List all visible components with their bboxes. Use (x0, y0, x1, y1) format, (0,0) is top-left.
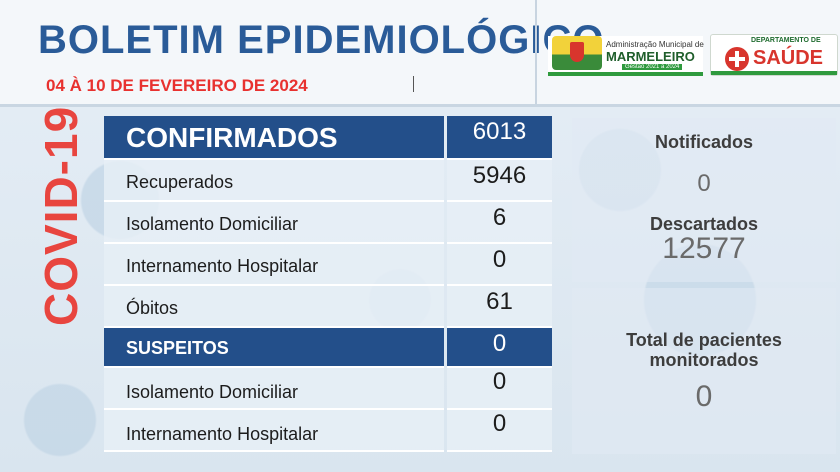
table-row: Óbitos 61 (104, 286, 552, 328)
confirmed-header-row: CONFIRMADOS 6013 (104, 116, 552, 160)
date-range: 04 À 10 DE FEVEREIRO DE 2024 (46, 76, 308, 95)
row-value: 0 (492, 368, 507, 395)
row-label: Isolamento Domiciliar (126, 214, 299, 234)
monitored-label-line2: monitorados (649, 350, 759, 370)
text-cursor (413, 76, 414, 92)
confirmed-label: CONFIRMADOS (126, 122, 338, 153)
header: BOLETIM EPIDEMIOLÓGICO 04 À 10 DE FEVERE… (0, 0, 840, 107)
monitored-value: 0 (695, 380, 713, 413)
table-row: Isolamento Domiciliar 0 (104, 368, 552, 410)
row-label: Isolamento Domiciliar (126, 382, 299, 402)
monitored-label-line1: Total de pacientes (626, 330, 782, 350)
row-label: Óbitos (126, 298, 179, 318)
page-title: BOLETIM EPIDEMIOLÓGICO (38, 18, 605, 62)
row-value: 6 (492, 204, 507, 231)
stats-block-bottom (572, 288, 836, 454)
header-divider (535, 0, 537, 104)
row-value: 0 (492, 410, 507, 437)
table-row: Recuperados 5946 (104, 160, 552, 202)
municipal-logo: Administração Municipal de MARMELEIRO Ge… (548, 36, 704, 76)
health-logo-caption: DEPARTAMENTO DE (751, 37, 821, 44)
suspected-label: SUSPEITOS (126, 338, 229, 358)
table-row: Internamento Hospitalar 0 (104, 410, 552, 452)
confirmed-value: 6013 (472, 118, 527, 145)
medical-cross-icon (725, 47, 749, 71)
covid-side-label: COVID-19 (35, 105, 87, 326)
row-label: Internamento Hospitalar (126, 424, 319, 444)
row-value: 0 (492, 246, 507, 273)
notified-value: 0 (697, 170, 711, 197)
table-row: Internamento Hospitalar 0 (104, 244, 552, 286)
row-value: 5946 (472, 162, 527, 189)
health-logo-bar (711, 71, 837, 75)
row-value: 61 (486, 288, 513, 315)
municipal-logo-period: Gestão 2021 a 2024 (622, 64, 683, 70)
stats-panel: Notificados 0 Descartados 12577 Total de… (572, 118, 836, 458)
suspected-value: 0 (492, 330, 507, 357)
health-department-logo: DEPARTAMENTO DE SAÚDE (710, 34, 838, 76)
discarded-label: Descartados (649, 214, 759, 234)
stats-block-top (572, 118, 836, 282)
municipal-logo-caption: Administração Municipal de (606, 40, 704, 49)
discarded-value: 12577 (662, 232, 746, 265)
row-label: Internamento Hospitalar (126, 256, 319, 276)
notified-label: Notificados (654, 132, 753, 152)
suspected-header-row: SUSPEITOS 0 (104, 328, 552, 368)
row-label: Recuperados (126, 172, 234, 192)
health-logo-name: SAÚDE (753, 47, 824, 69)
table-row: Isolamento Domiciliar 6 (104, 202, 552, 244)
municipal-logo-name: MARMELEIRO (606, 49, 695, 64)
crest-icon (552, 36, 602, 70)
